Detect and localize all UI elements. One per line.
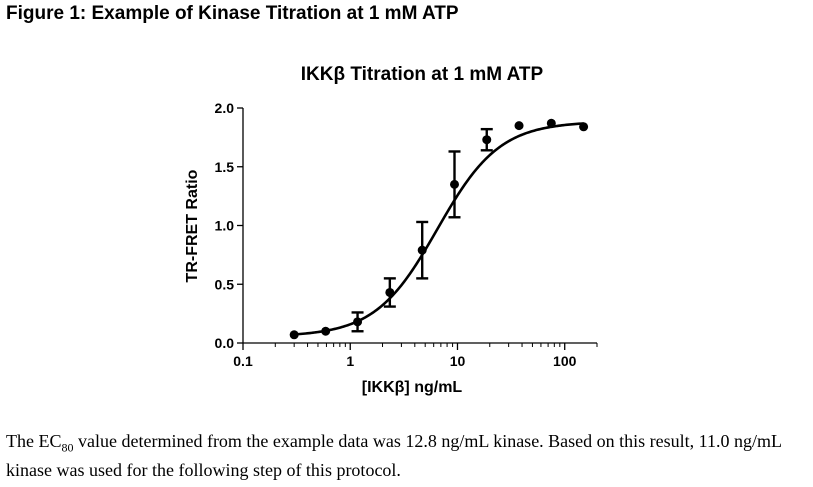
data-point <box>546 118 556 128</box>
data-point <box>579 122 589 132</box>
fit-curve-layer <box>294 122 584 336</box>
x-tick-label: 100 <box>553 353 577 369</box>
caption-subscript: 80 <box>61 440 74 455</box>
data-point <box>289 330 299 340</box>
y-tick-label: 1.5 <box>215 159 235 175</box>
fit-curve <box>294 122 584 336</box>
data-point <box>417 245 427 255</box>
y-tick-label: 1.0 <box>215 218 235 234</box>
data-point <box>321 326 331 336</box>
caption-text-end: value determined from the example data w… <box>6 431 782 480</box>
chart-title: IKKβ Titration at 1 mM ATP <box>301 64 544 85</box>
x-tick-label: 1 <box>346 353 354 369</box>
data-points-layer <box>289 118 589 340</box>
data-point <box>353 317 363 327</box>
axes: 0.0 0.5 1.0 1.5 2.0 0.1 1 10 100 <box>215 100 598 369</box>
caption: The EC80 value determined from the examp… <box>6 430 811 481</box>
data-point <box>514 121 524 131</box>
data-point <box>449 179 459 189</box>
y-tick-label: 0.0 <box>215 335 235 351</box>
x-axis-label: [IKKβ] ng/mL <box>362 379 463 396</box>
figure-heading: Figure 1: Example of Kinase Titration at… <box>6 3 459 24</box>
x-tick-label: 10 <box>450 353 466 369</box>
x-tick-label: 0.1 <box>233 353 253 369</box>
y-tick-label: 2.0 <box>215 100 235 116</box>
y-tick-label: 0.5 <box>215 276 235 292</box>
data-point <box>482 135 492 145</box>
data-point <box>385 287 395 297</box>
y-axis-label: TR-FRET Ratio <box>184 169 201 282</box>
caption-text-start: The EC <box>6 431 62 451</box>
